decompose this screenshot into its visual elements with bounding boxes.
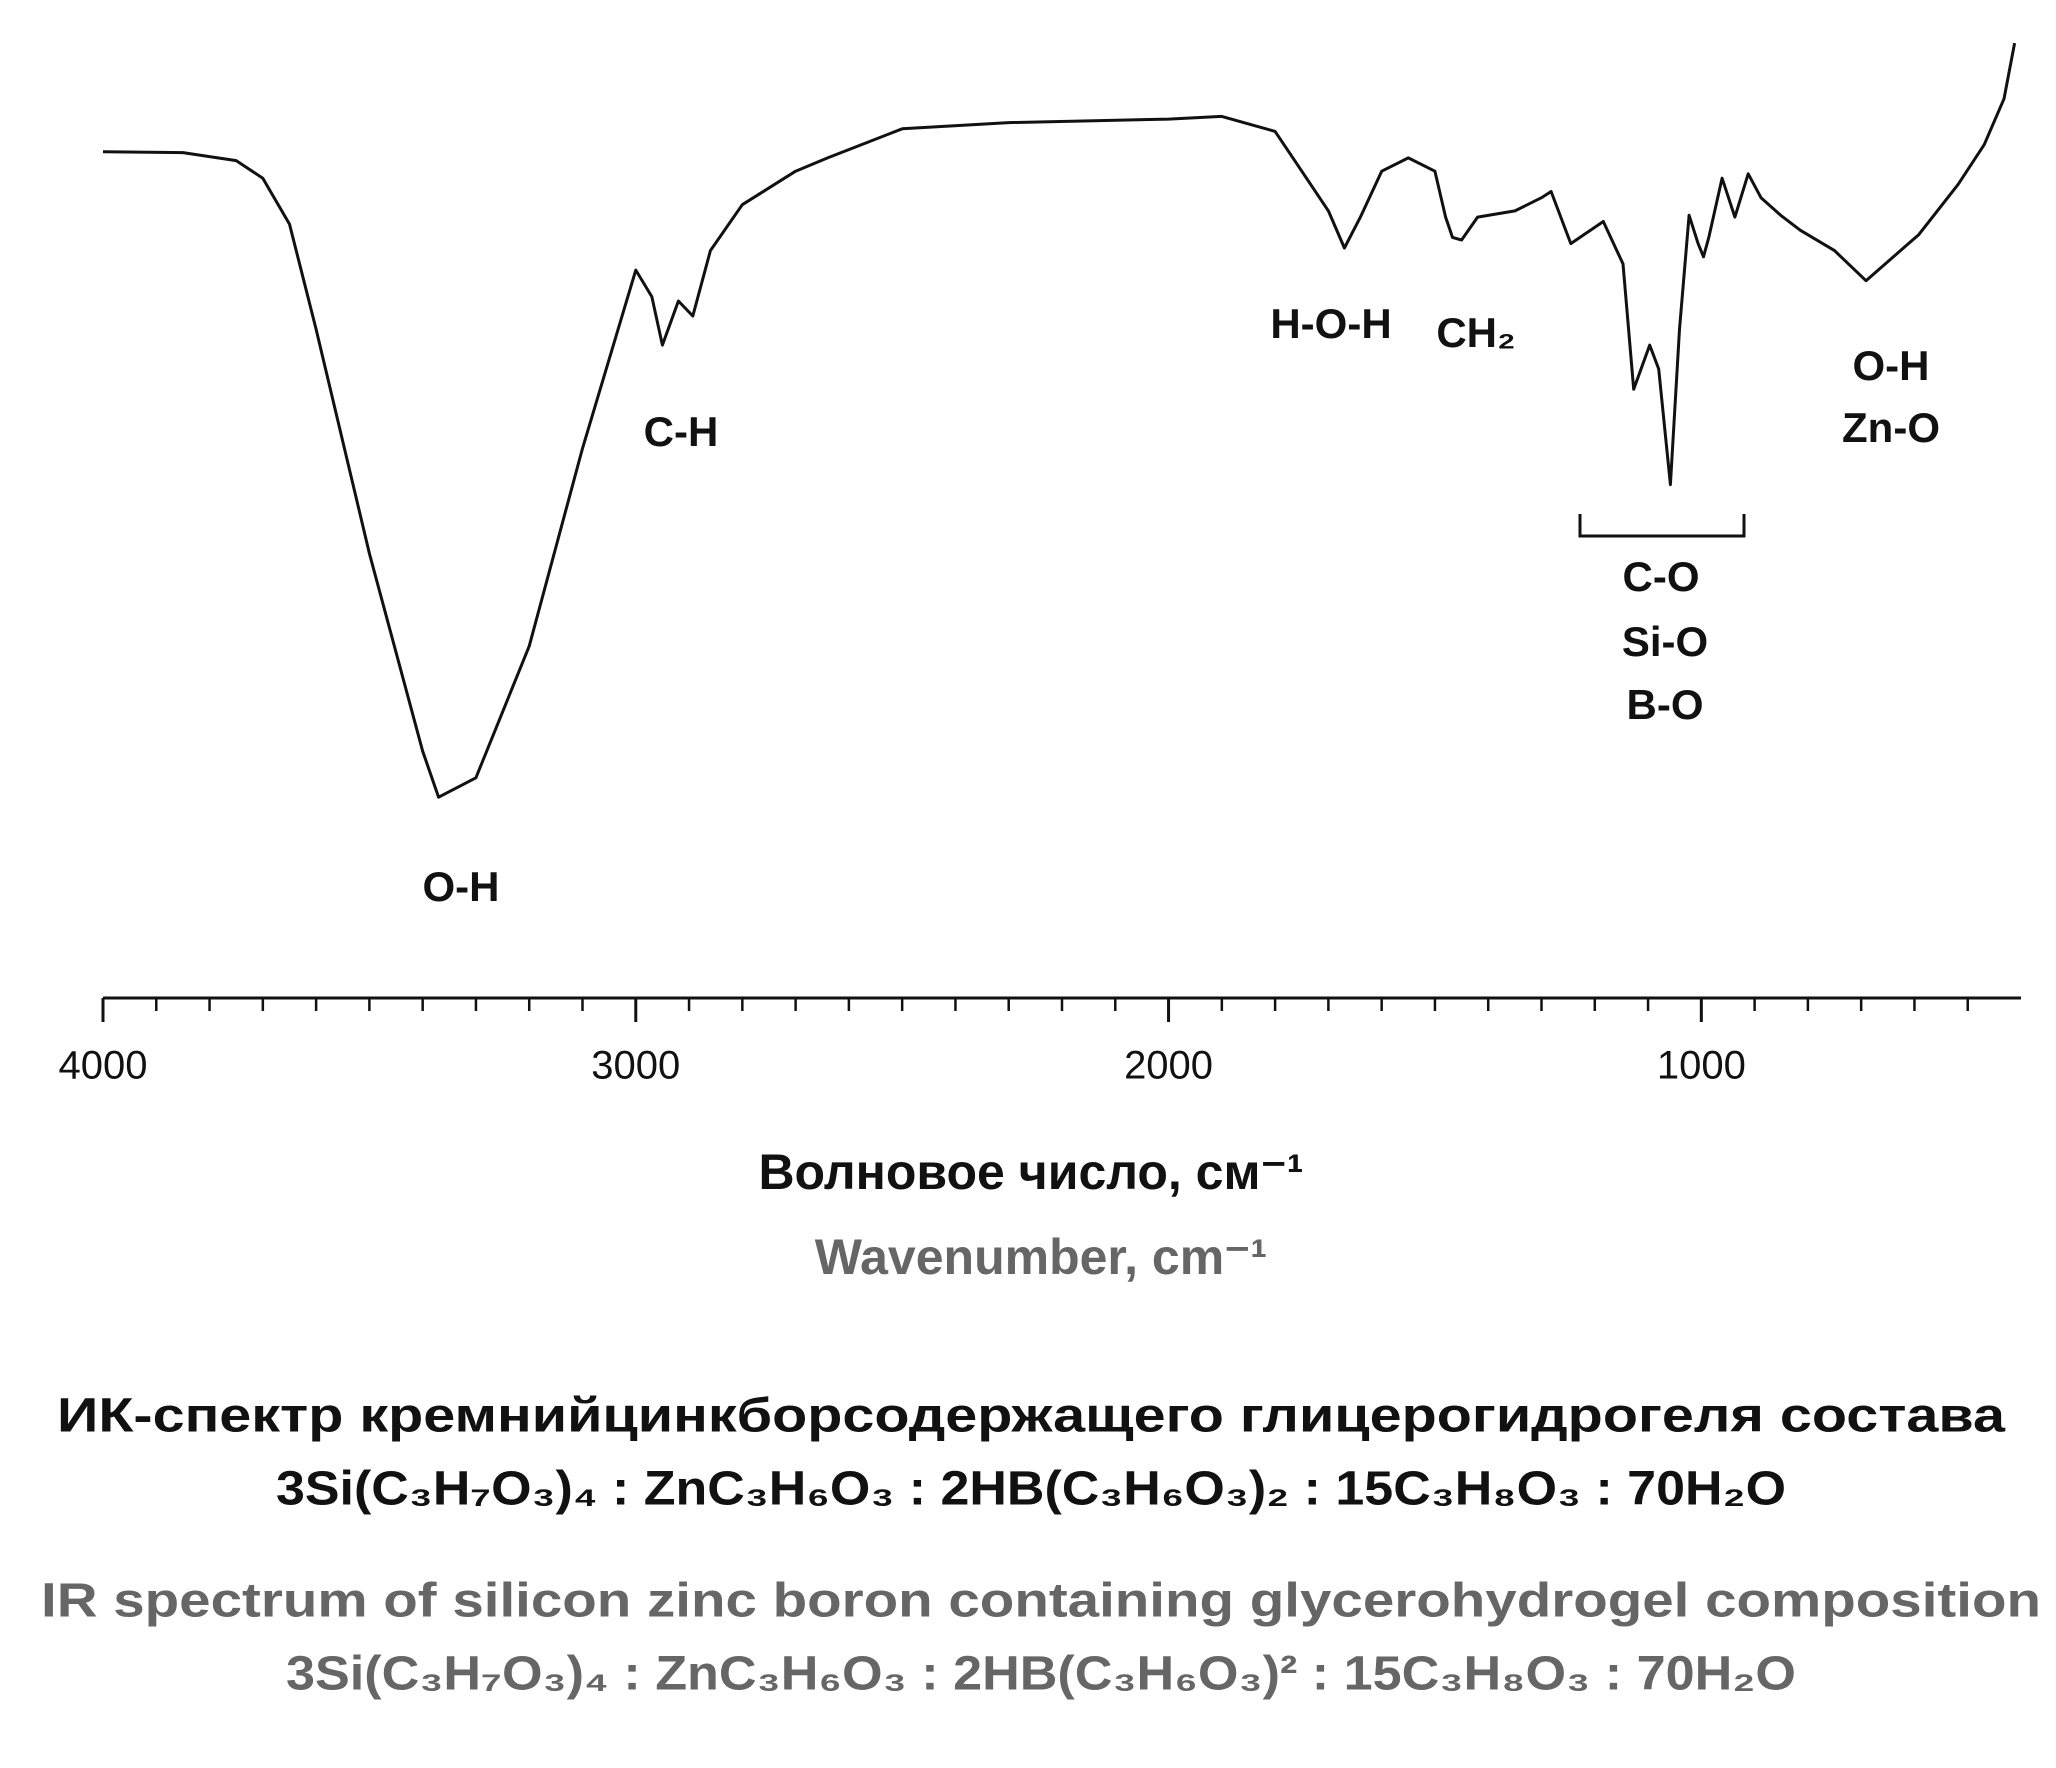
x-tick-label: 4000	[59, 1044, 148, 1088]
peak-label: Zn-O	[1842, 404, 1940, 451]
x-axis-title-en: Wavenumber, cm⁻¹	[815, 1229, 1267, 1285]
caption-en: 3Si(C₃H₇O₃)₄ : ZnC₃H₆O₃ : 2HB(C₃H₆O₃)² :…	[286, 1648, 1796, 1701]
peak-label: H-O-H	[1270, 300, 1391, 347]
peak-label: C-O	[1623, 553, 1700, 600]
x-tick-label: 2000	[1124, 1044, 1213, 1088]
peak-label: O-H	[1853, 342, 1930, 389]
caption: 3Si(C₃H₇O₃)₄ : ZnC₃H₆O₃ : 2HB(C₃H₆O₃)₂ :…	[276, 1463, 1786, 1516]
peak-label: B-O	[1627, 681, 1704, 728]
bracket	[1578, 514, 1746, 538]
peak-label: Si-O	[1622, 618, 1708, 665]
spectrum-line	[102, 42, 2017, 799]
x-tick-label: 3000	[591, 1044, 680, 1088]
peak-label: C-H	[644, 408, 719, 455]
x-axis-title: Волновое число, см⁻¹	[758, 1144, 1303, 1200]
peak-label: O-H	[423, 863, 500, 910]
caption-en: IR spectrum of silicon zinc boron contai…	[41, 1575, 2041, 1628]
x-tick-label: 1000	[1657, 1044, 1746, 1088]
peak-label: CH₂	[1436, 309, 1515, 356]
caption: ИК-спектр кремнийцинкборсодержащего глиц…	[57, 1390, 2005, 1443]
